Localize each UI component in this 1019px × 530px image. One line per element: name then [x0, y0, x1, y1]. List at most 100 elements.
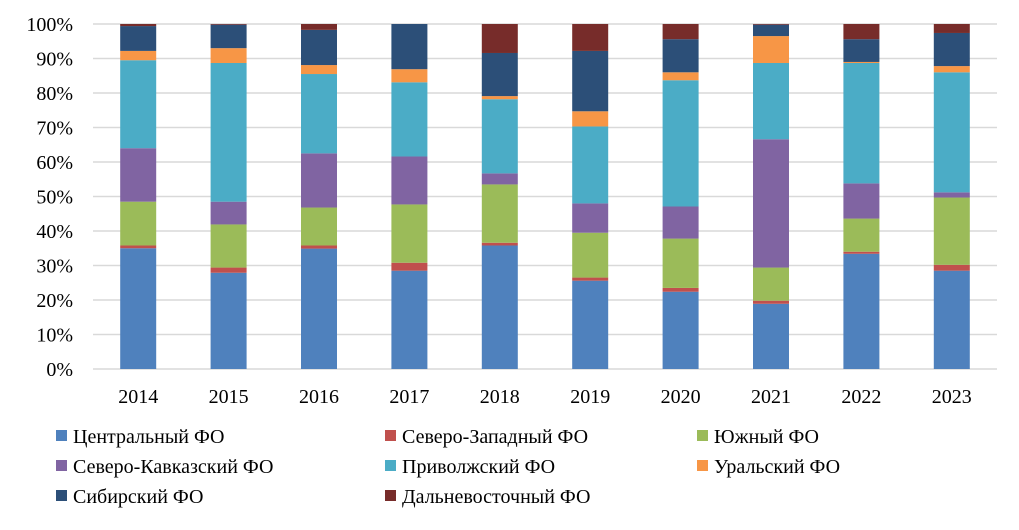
legend-label: Южный ФО: [714, 426, 819, 448]
bar-segment: [210, 272, 247, 369]
bar-segment: [843, 39, 880, 62]
bar-segment: [301, 245, 337, 249]
bar-segment: [301, 207, 337, 246]
bar-segment: [572, 280, 609, 369]
bar-segment: [481, 245, 518, 369]
bar-segment: [572, 50, 609, 112]
bar-segment: [210, 48, 247, 63]
x-tick-label: 2015: [209, 386, 249, 408]
y-tick-label: 60%: [36, 152, 73, 174]
bar-segment: [753, 36, 789, 63]
y-tick-label: 0%: [46, 359, 73, 381]
x-tick-label: 2019: [570, 386, 610, 408]
bar-segment: [753, 267, 789, 301]
bar-segment: [301, 29, 337, 66]
legend-label: Северо-Западный ФО: [402, 426, 588, 448]
bar-segment: [301, 153, 337, 208]
bar-segment: [120, 245, 157, 249]
bar-segment: [120, 201, 157, 246]
bar-segment: [210, 201, 247, 225]
y-tick-label: 100%: [26, 14, 73, 36]
bar-segment: [843, 61, 880, 63]
legend-label: Приволжский ФО: [402, 456, 555, 478]
legend-swatch: [56, 430, 67, 441]
x-tick-label: 2023: [932, 386, 972, 408]
bar-segment: [481, 184, 518, 243]
legend-swatch: [385, 490, 396, 501]
bar-segment: [662, 287, 699, 292]
bar-segment: [753, 24, 789, 37]
bar-segment: [391, 69, 428, 83]
y-tick-label: 40%: [36, 221, 73, 243]
legend-label: Центральный ФО: [73, 426, 225, 448]
x-tick-label: 2016: [299, 386, 339, 408]
bar-segment: [120, 24, 157, 27]
x-tick-label: 2017: [389, 386, 429, 408]
legend-swatch: [385, 460, 396, 471]
bar-segment: [933, 197, 970, 265]
x-tick-label: 2018: [480, 386, 520, 408]
bar-segment: [843, 24, 880, 40]
legend-label: Уральский ФО: [714, 456, 840, 478]
y-tick-label: 80%: [36, 83, 73, 105]
y-tick-label: 30%: [36, 256, 73, 278]
bars: [120, 24, 970, 369]
bar-segment: [933, 270, 970, 369]
bar-segment: [662, 206, 699, 239]
bar-segment: [753, 139, 789, 268]
legend: Центральный ФО Северо-Западный ФО Южный ФО…: [56, 426, 840, 508]
bar-segment: [933, 32, 970, 67]
bar-segment: [753, 62, 789, 140]
bar-segment: [572, 24, 609, 51]
legend-swatch: [385, 430, 396, 441]
bar-segment: [481, 99, 518, 174]
y-tick-label: 50%: [36, 187, 73, 209]
bar-segment: [572, 277, 609, 281]
bar-segment: [933, 264, 970, 271]
legend-label: Сибирский ФО: [73, 486, 203, 508]
bar-segment: [210, 224, 247, 268]
bar-segment: [481, 52, 518, 97]
bar-segment: [391, 204, 428, 263]
legend-swatch: [697, 460, 708, 471]
bar-segment: [120, 248, 157, 369]
legend-label: Дальневосточный ФО: [402, 486, 590, 508]
bar-segment: [933, 66, 970, 73]
bar-segment: [662, 80, 699, 207]
bar-segment: [301, 248, 337, 369]
y-tick-label: 90%: [36, 49, 73, 71]
legend-swatch: [56, 460, 67, 471]
y-axis-ticks: 0% 10% 20% 30% 40% 50% 60% 70% 80% 90% 100%: [26, 14, 73, 381]
x-tick-label: 2021: [751, 386, 791, 408]
bar-segment: [481, 24, 518, 53]
bar-segment: [391, 156, 428, 205]
bar-segment: [843, 62, 880, 184]
legend-swatch: [56, 490, 67, 501]
y-tick-label: 20%: [36, 290, 73, 312]
bar-segment: [662, 238, 699, 288]
bar-segment: [481, 96, 518, 100]
bar-segment: [662, 72, 699, 81]
bar-segment: [933, 72, 970, 193]
bar-segment: [120, 148, 157, 202]
bar-segment: [662, 291, 699, 369]
y-tick-label: 10%: [36, 325, 73, 347]
bar-segment: [933, 192, 970, 198]
bar-segment: [391, 82, 428, 157]
bar-segment: [843, 253, 880, 369]
bar-segment: [301, 24, 337, 30]
bar-segment: [933, 24, 970, 33]
bar-segment: [210, 62, 247, 202]
bar-segment: [843, 251, 880, 254]
legend-label: Северо-Кавказский ФО: [73, 456, 273, 478]
bar-segment: [572, 126, 609, 204]
x-axis-ticks: 2014 2015 2016 2017 2018 2019 2020 2021 2022 2023: [118, 386, 972, 408]
legend-swatch: [697, 430, 708, 441]
bar-segment: [391, 24, 428, 70]
bar-segment: [753, 24, 789, 25]
bar-segment: [481, 173, 518, 185]
bar-segment: [301, 74, 337, 154]
bar-segment: [753, 300, 789, 304]
bar-segment: [572, 232, 609, 278]
